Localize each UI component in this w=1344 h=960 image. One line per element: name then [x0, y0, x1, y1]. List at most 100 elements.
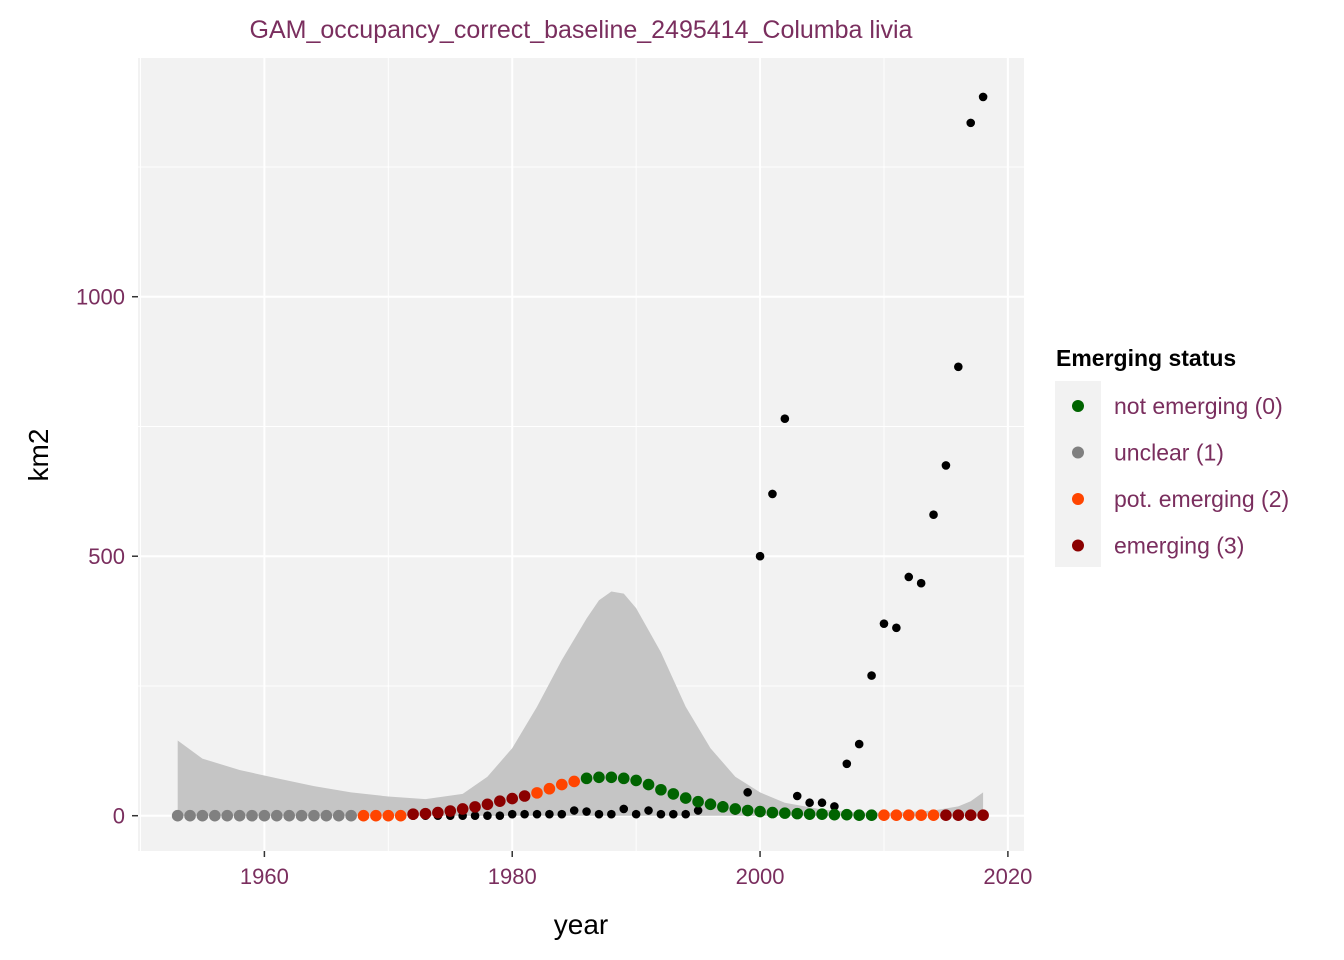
fitted-point: [878, 809, 890, 821]
fitted-point: [605, 771, 618, 784]
fitted-point: [779, 807, 791, 819]
legend-label: emerging (3): [1114, 533, 1244, 559]
observed-point: [743, 788, 752, 797]
fitted-point: [444, 805, 457, 817]
observed-point: [892, 623, 901, 633]
fitted-point: [766, 806, 779, 819]
fitted-point: [828, 808, 841, 821]
observed-point: [582, 807, 591, 816]
fitted-point: [704, 798, 717, 811]
fitted-point: [419, 807, 432, 820]
observed-point: [941, 461, 951, 470]
fitted-point: [494, 795, 506, 807]
fitted-point: [171, 809, 184, 822]
fitted-point: [531, 787, 543, 799]
observed-point: [929, 510, 938, 520]
observed-point: [693, 806, 703, 815]
observed-point: [681, 809, 691, 819]
observed-point: [656, 809, 666, 819]
fitted-point: [320, 809, 333, 822]
fitted-point: [506, 792, 519, 805]
legend-key-dot: [1072, 446, 1084, 459]
fitted-point: [394, 809, 407, 822]
fitted-point: [667, 788, 680, 800]
fitted-point: [977, 809, 989, 821]
observed-point: [669, 809, 678, 819]
observed-point: [966, 118, 976, 128]
observed-point: [495, 811, 505, 821]
observed-point: [520, 809, 529, 819]
fitted-point: [642, 778, 655, 791]
fitted-point: [295, 809, 308, 822]
fitted-point: [246, 809, 258, 822]
y-tick-label: 1000: [76, 285, 125, 310]
legend-key-dot: [1072, 400, 1084, 412]
fitted-point: [692, 795, 704, 808]
legend-label: pot. emerging (2): [1114, 486, 1289, 512]
fitted-point: [865, 809, 878, 821]
observed-point: [607, 809, 616, 819]
observed-point: [978, 92, 988, 102]
fitted-point: [209, 809, 221, 822]
x-tick-label: 1960: [240, 864, 289, 889]
legend-label: unclear (1): [1114, 440, 1224, 466]
fitted-point: [332, 809, 345, 822]
axes: 1960 1980 2000 2020 0 500 1000: [76, 285, 1032, 889]
fitted-point: [902, 809, 915, 821]
fitted-point: [543, 782, 556, 795]
x-axis-label: year: [554, 909, 608, 940]
fitted-point: [729, 803, 742, 815]
observed-point: [916, 578, 926, 588]
fitted-point: [221, 809, 234, 822]
legend-key-dot: [1072, 539, 1084, 552]
observed-point: [879, 619, 889, 628]
observed-point: [594, 809, 604, 819]
confidence-ribbon-area: [177, 591, 984, 816]
fitted-point: [357, 809, 370, 822]
observed-point: [867, 671, 876, 680]
fitted-point: [679, 792, 692, 804]
fitted-point: [816, 808, 828, 820]
fitted-point: [915, 809, 927, 821]
legend-items: not emerging (0) unclear (1) pot. emerging…: [1072, 393, 1289, 559]
x-tick-label: 2000: [736, 864, 785, 889]
fitted-point: [184, 809, 196, 822]
fitted-point: [964, 809, 977, 821]
fitted-point: [593, 771, 605, 784]
fitted-point: [407, 808, 419, 820]
fitted-point: [196, 809, 209, 822]
observed-point: [842, 759, 852, 769]
fitted-point: [481, 798, 494, 811]
fitted-point: [283, 809, 295, 822]
legend-key-dot: [1072, 493, 1084, 505]
fitted-point: [617, 772, 630, 785]
fitted-point: [518, 790, 531, 802]
fitted-point: [853, 809, 865, 821]
observed-point: [780, 414, 790, 423]
legend-label: not emerging (0): [1114, 393, 1283, 419]
observed-point: [854, 739, 864, 749]
y-tick-label: 500: [88, 544, 125, 569]
fitted-point: [555, 778, 568, 791]
fitted-point: [754, 805, 766, 818]
legend: Emerging status not emerging (0) unclear …: [1055, 345, 1289, 567]
fitted-point: [927, 809, 940, 821]
fitted-point: [370, 809, 382, 822]
fitted-point: [432, 806, 444, 819]
observed-point: [805, 798, 814, 808]
observed-point: [532, 809, 542, 819]
observed-point: [619, 804, 629, 814]
observed-point: [768, 489, 777, 499]
observed-point: [631, 809, 641, 819]
observed-point: [954, 362, 963, 372]
observed-point: [483, 811, 492, 821]
fitted-point: [469, 801, 481, 813]
observed-point: [792, 791, 802, 801]
fitted-points: [171, 771, 989, 822]
fitted-point: [580, 772, 593, 785]
fitted-point: [952, 809, 965, 821]
fitted-point: [258, 809, 271, 822]
observed-point: [569, 806, 579, 815]
y-axis-label: km2: [23, 429, 54, 482]
